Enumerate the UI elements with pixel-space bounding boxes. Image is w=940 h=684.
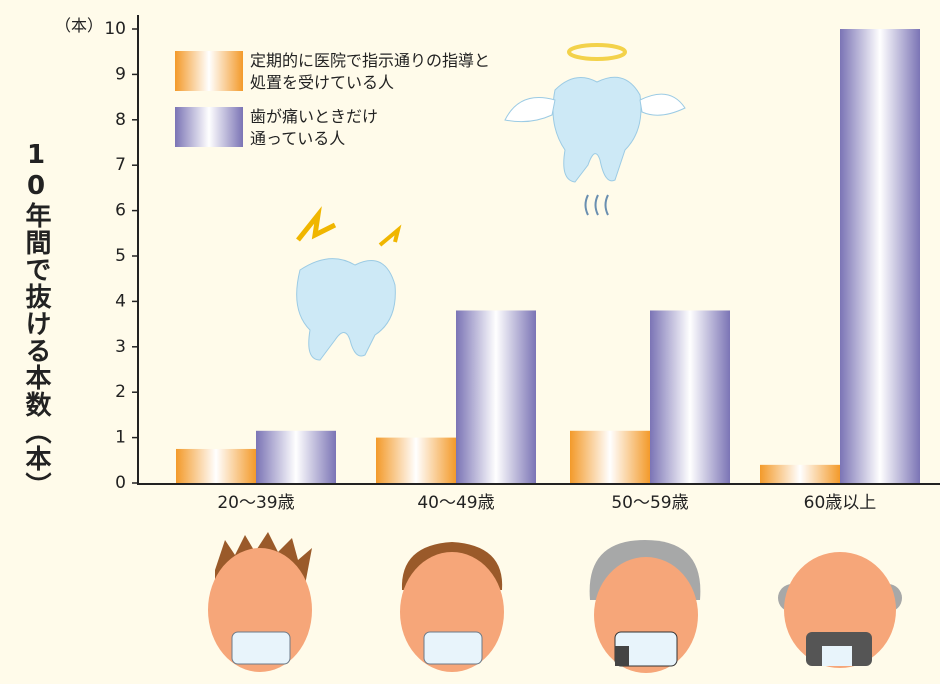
tooth-pain (297, 215, 398, 360)
y-tick-label: 7 (115, 155, 126, 175)
chart: 0 1 2 3 4 5 6 7 8 9 10 20〜39歳 40〜49歳 50〜59歳 60歳以上 (0, 0, 940, 684)
y-tick-label: 8 (115, 110, 126, 130)
bar (256, 431, 336, 483)
y-tick-label: 10 (104, 19, 126, 39)
page: 01234567891020〜39歳40〜49歳50〜59歳60歳以上 （本） … (0, 0, 940, 684)
x-tick-label: 60歳以上 (804, 493, 877, 513)
legend-label: 歯が痛いときだけ通っている人 (250, 106, 385, 150)
y-tick-label: 5 (115, 246, 126, 266)
bar (650, 310, 730, 483)
unit-label: （本） (55, 12, 103, 36)
y-tick-label: 3 (115, 337, 126, 357)
x-tick-label: 50〜59歳 (611, 493, 688, 513)
bar (840, 29, 920, 483)
bar (760, 465, 840, 483)
y-tick-label: 2 (115, 382, 126, 402)
x-tick-label: 40〜49歳 (417, 493, 494, 513)
legend-label: 定期的に医院で指示通りの指導と処置を受けている人 (250, 50, 495, 94)
faces (208, 532, 902, 673)
bar (176, 449, 256, 483)
y-tick-label: 1 (115, 428, 126, 448)
x-tick-label: 20〜39歳 (217, 493, 294, 513)
tooth-angel (505, 45, 685, 215)
y-tick-label: 6 (115, 201, 126, 221)
bar (376, 438, 456, 483)
y-tick-label: 9 (115, 64, 126, 84)
legend-swatch (175, 107, 243, 147)
bar (456, 310, 536, 483)
bar (570, 431, 650, 483)
y-tick-label: 0 (115, 473, 126, 493)
legend-swatch (175, 51, 243, 91)
y-tick-label: 4 (115, 291, 126, 311)
y-axis-title: 10年間で抜ける本数（本） (18, 140, 55, 499)
